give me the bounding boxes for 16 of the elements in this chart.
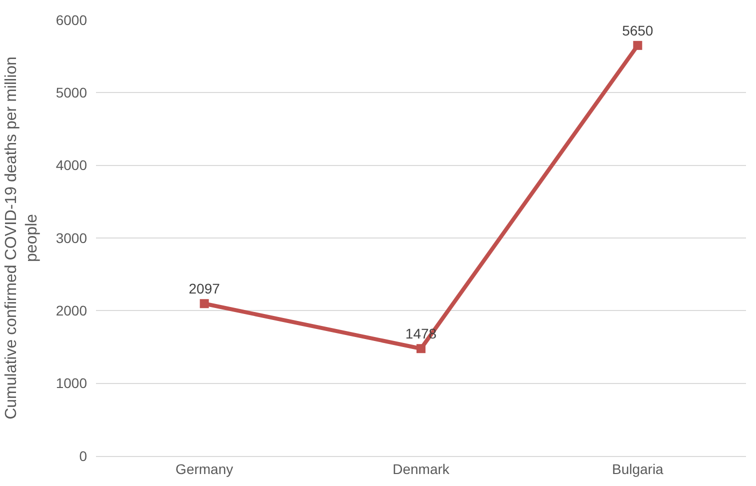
- point: [633, 40, 642, 50]
- data-label: 2097: [188, 280, 220, 296]
- y-tick-label: 2000: [56, 302, 88, 319]
- y-tick-label: 3000: [56, 230, 88, 246]
- x-tick-label: Germany: [176, 460, 234, 477]
- y-tick-label: 5000: [56, 84, 88, 101]
- y-tick-label: 1000: [56, 375, 88, 392]
- y-axis-title: Cumulative confirmed COVID-19 deaths per million people: [2, 56, 41, 420]
- x-tick-label: Bulgaria: [612, 460, 664, 477]
- data-label: 5650: [622, 22, 654, 38]
- y-tick-label: 0: [79, 448, 88, 464]
- y-tick-label: 4000: [56, 157, 88, 174]
- y-tick-label: 6000: [56, 12, 88, 28]
- point: [416, 344, 426, 354]
- point: [200, 299, 209, 308]
- x-tick-label: Denmark: [392, 460, 450, 477]
